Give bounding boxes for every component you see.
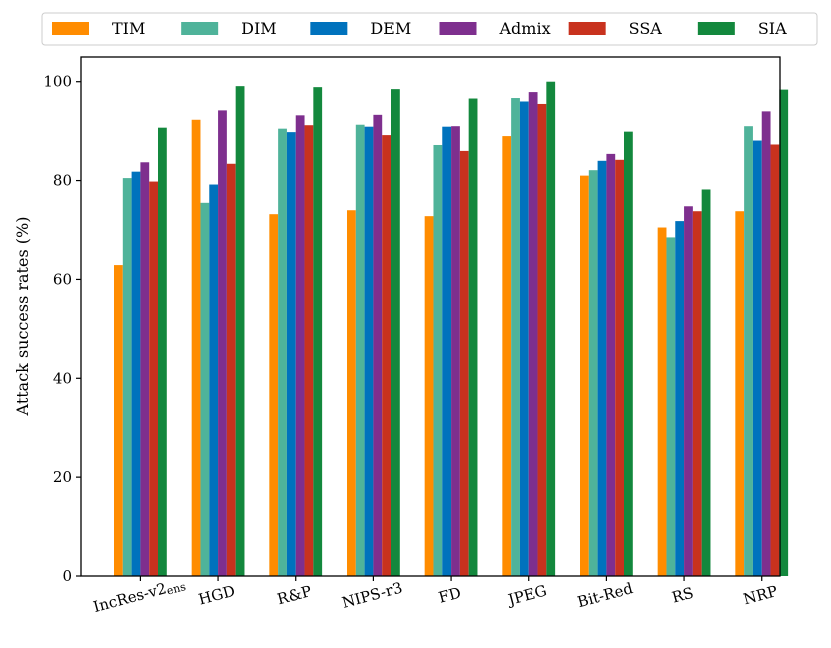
bar-dim-0 bbox=[122, 178, 132, 576]
y-tick-label: 80 bbox=[53, 172, 72, 190]
bar-ssa-0 bbox=[149, 181, 158, 576]
bar-sia-1 bbox=[235, 86, 245, 576]
bar-ssa-4 bbox=[459, 150, 469, 576]
x-tick-label: R&P bbox=[275, 582, 313, 608]
bars bbox=[114, 81, 789, 577]
bar-dem-0 bbox=[131, 171, 141, 577]
bar-tim-4 bbox=[424, 216, 434, 576]
bar-dem-8 bbox=[752, 140, 762, 576]
legend-label-admix: Admix bbox=[499, 19, 551, 38]
bar-dem-4 bbox=[442, 126, 452, 576]
bar-dim-3 bbox=[355, 124, 365, 576]
bar-sia-0 bbox=[158, 127, 167, 577]
bar-sia-3 bbox=[391, 89, 400, 576]
bar-ssa-1 bbox=[226, 163, 236, 576]
x-tick-label: RS bbox=[670, 584, 696, 607]
legend-swatch-dem bbox=[310, 22, 348, 35]
bar-admix-2 bbox=[295, 115, 305, 576]
bar-dim-6 bbox=[588, 170, 598, 576]
bar-ssa-8 bbox=[770, 144, 780, 577]
x-tick-label: HGD bbox=[197, 582, 237, 609]
legend-label-dim: DIM bbox=[241, 19, 277, 38]
bar-dem-5 bbox=[519, 101, 529, 577]
x-tick-label: Bit-Red bbox=[575, 579, 635, 611]
bar-sia-8 bbox=[779, 89, 789, 577]
bar-admix-6 bbox=[606, 153, 616, 576]
y-tick-label: 40 bbox=[53, 369, 72, 387]
legend-swatch-tim bbox=[52, 22, 89, 35]
bar-ssa-3 bbox=[382, 135, 391, 576]
x-tick-label: NRP bbox=[741, 582, 779, 608]
legend-label-tim: TIM bbox=[112, 19, 145, 38]
y-axis: 0 20 40 60 80 100 bbox=[43, 73, 81, 585]
legend-label-ssa: SSA bbox=[629, 19, 663, 38]
bar-dim-1 bbox=[200, 202, 210, 576]
bar-sia-7 bbox=[701, 189, 711, 576]
bar-dim-5 bbox=[511, 98, 520, 576]
bar-dem-3 bbox=[364, 126, 374, 576]
x-tick-label: IncRes-v2ens bbox=[91, 574, 187, 617]
bar-dim-2 bbox=[278, 128, 287, 577]
legend-box bbox=[41, 12, 818, 46]
bar-tim-2 bbox=[269, 214, 279, 576]
bar-admix-3 bbox=[373, 114, 383, 576]
bar-dem-6 bbox=[597, 160, 607, 577]
y-tick-label: 0 bbox=[62, 567, 72, 585]
bar-tim-5 bbox=[502, 136, 512, 576]
bar-ssa-7 bbox=[692, 211, 702, 576]
bar-dem-2 bbox=[286, 132, 296, 576]
bar-admix-5 bbox=[528, 92, 538, 576]
bar-dim-4 bbox=[433, 144, 443, 577]
y-axis-label: Attack success rates (%) bbox=[13, 217, 32, 417]
bar-admix-0 bbox=[140, 162, 150, 576]
plot-frame bbox=[80, 56, 781, 577]
bar-admix-8 bbox=[761, 111, 771, 577]
x-axis: IncRes-v2ens HGD R&P NIPS-r3 FD JPEG Bit-Red RS… bbox=[91, 574, 779, 617]
bar-tim-8 bbox=[735, 211, 745, 576]
bar-admix-4 bbox=[451, 126, 460, 576]
bar-tim-1 bbox=[191, 119, 201, 577]
legend-swatch-ssa bbox=[568, 22, 606, 35]
bar-dim-7 bbox=[666, 237, 676, 576]
bar-ssa-6 bbox=[615, 159, 624, 576]
bar-admix-1 bbox=[218, 110, 227, 576]
legend-swatch-sia bbox=[697, 22, 735, 35]
y-tick-label: 20 bbox=[53, 468, 72, 486]
legend-label-dem: DEM bbox=[370, 19, 411, 38]
legend: TIM DIM DEM Admix SSA SIA bbox=[41, 12, 818, 46]
bar-tim-0 bbox=[114, 265, 123, 576]
x-tick-label: NIPS-r3 bbox=[340, 578, 404, 611]
bar-tim-3 bbox=[347, 210, 356, 577]
legend-swatch-admix bbox=[439, 22, 477, 35]
bar-ssa-5 bbox=[537, 103, 547, 577]
bar-dim-8 bbox=[744, 126, 753, 576]
bar-tim-7 bbox=[657, 227, 667, 576]
y-tick-label: 60 bbox=[53, 270, 72, 288]
bar-sia-5 bbox=[546, 81, 556, 577]
legend-swatch-dim bbox=[181, 22, 219, 35]
bar-admix-7 bbox=[684, 206, 693, 576]
bar-ssa-2 bbox=[304, 125, 314, 577]
bar-dem-1 bbox=[209, 184, 219, 576]
bar-tim-6 bbox=[580, 175, 589, 576]
bar-dem-7 bbox=[675, 221, 685, 576]
bar-sia-4 bbox=[468, 98, 478, 577]
legend-label-sia: SIA bbox=[758, 19, 787, 38]
x-tick-label: FD bbox=[437, 584, 463, 607]
bar-sia-2 bbox=[313, 87, 323, 577]
x-tick-label: JPEG bbox=[504, 581, 548, 609]
y-tick-label: 100 bbox=[43, 73, 72, 91]
bar-sia-6 bbox=[624, 131, 633, 576]
